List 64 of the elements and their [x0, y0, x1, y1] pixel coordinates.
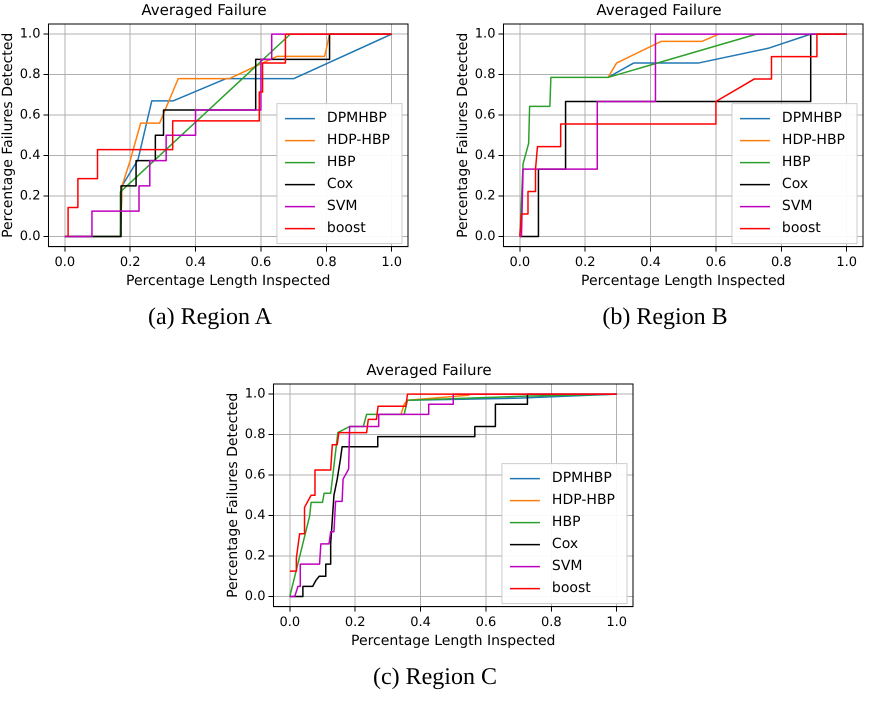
legend-label: boost — [552, 580, 592, 596]
text: (a) Region A — [147, 304, 273, 331]
y-axis-title: Percentage Failures Detected — [455, 32, 472, 238]
y-tick-label: 0.6 — [244, 467, 266, 482]
x-tick-label: 0.4 — [410, 614, 431, 630]
legend-label: HDP-HBP — [552, 492, 616, 508]
y-tick-label: 0.2 — [244, 548, 266, 564]
x-tick-label: 0.6 — [706, 254, 726, 270]
y-tick-label: 0.8 — [20, 66, 40, 82]
legend-label: DPMHBP — [326, 110, 387, 126]
y-tick-label: 0.8 — [244, 426, 266, 442]
legend-label: DPMHBP — [782, 110, 842, 126]
legend-label: Cox — [326, 176, 354, 192]
x-tick-label: 0.0 — [509, 254, 530, 270]
legend-label: HBP — [782, 154, 811, 170]
x-tick-label: 1.0 — [381, 254, 402, 270]
legend-label: Cox — [782, 176, 808, 192]
y-tick-label: 0.2 — [474, 188, 496, 204]
chart-title: Averaged Failure — [141, 0, 267, 19]
legend-label: SVM — [326, 198, 358, 214]
x-tick-label: 0.2 — [344, 614, 366, 630]
legend-label: SVM — [782, 198, 812, 214]
x-tick-label: 1.0 — [606, 614, 627, 630]
text: (c) Region C — [372, 664, 498, 691]
y-tick-label: 1.0 — [244, 386, 266, 402]
legend-label: HDP-HBP — [782, 132, 846, 148]
x-tick-label: 0.2 — [120, 254, 141, 270]
chart-title: Averaged Failure — [366, 360, 492, 379]
x-tick-label: 0.2 — [574, 254, 596, 270]
y-tick-label: 0.0 — [244, 588, 266, 604]
legend-label: boost — [326, 220, 366, 236]
x-axis-title: Percentage Length Inspected — [351, 633, 556, 650]
y-axis-title: Percentage Failures Detected — [225, 392, 242, 598]
text: (b) Region B — [601, 304, 729, 331]
y-axis-title: Percentage Failures Detected — [0, 32, 16, 238]
y-tick-label: 0.4 — [20, 148, 40, 163]
legend-label: SVM — [552, 558, 582, 574]
y-tick-label: 0.0 — [474, 228, 496, 244]
legend-label: HBP — [552, 514, 581, 530]
x-tick-label: 0.8 — [540, 614, 562, 630]
y-tick-label: 1.0 — [20, 26, 40, 42]
chart-title: Averaged Failure — [596, 0, 722, 19]
y-tick-label: 0.4 — [244, 508, 266, 523]
x-tick-label: 0.0 — [279, 614, 300, 630]
y-tick-label: 0.0 — [20, 228, 40, 244]
y-tick-label: 0.2 — [20, 188, 40, 204]
legend-label: boost — [782, 220, 822, 236]
y-tick-label: 0.8 — [474, 66, 496, 82]
x-axis-title: Percentage Length Inspected — [581, 273, 786, 290]
legend-label: DPMHBP — [552, 470, 612, 486]
legend-label: HDP-HBP — [326, 132, 390, 148]
x-tick-label: 0.4 — [185, 254, 206, 270]
y-tick-label: 0.6 — [20, 107, 40, 122]
x-tick-label: 1.0 — [836, 254, 857, 270]
x-tick-label: 0.4 — [640, 254, 661, 270]
y-tick-label: 1.0 — [474, 26, 496, 42]
x-tick-label: 0.0 — [54, 254, 76, 270]
y-tick-label: 0.6 — [474, 107, 496, 122]
x-tick-label: 0.8 — [770, 254, 792, 270]
y-tick-label: 0.4 — [474, 148, 496, 163]
legend-label: Cox — [552, 536, 578, 552]
x-tick-label: 0.8 — [316, 254, 337, 270]
x-axis-title: Percentage Length Inspected — [126, 273, 330, 290]
legend-label: HBP — [326, 154, 356, 170]
